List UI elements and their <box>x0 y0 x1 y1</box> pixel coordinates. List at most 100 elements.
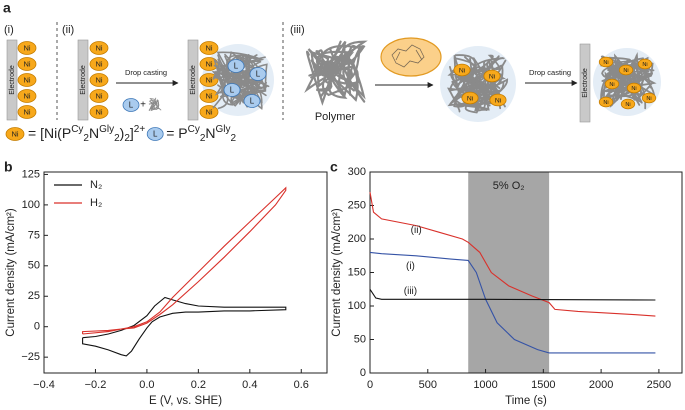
x-axis-title: Time (s) <box>505 395 547 407</box>
ni-complex <box>620 98 636 110</box>
molecule-oval <box>380 37 442 77</box>
ni-label: Ni <box>205 107 212 116</box>
x-tick-label: 0.4 <box>242 379 257 391</box>
formula-part: 2 <box>114 133 120 144</box>
y-tick-label: 200 <box>348 233 366 245</box>
ni-complex <box>199 105 219 119</box>
electrode <box>579 43 591 123</box>
arrow-label: Drop casting <box>529 68 571 77</box>
ni-complex <box>17 105 37 119</box>
formula-part: Gly <box>99 124 114 135</box>
y-tick-label: 100 <box>348 300 366 312</box>
ni-complex <box>89 41 109 55</box>
polymer-strand <box>453 60 504 96</box>
y-tick-label: 0 <box>34 321 40 333</box>
ni-label: Ni <box>11 129 18 138</box>
y-axis-title: Current density (mA/cm²) <box>331 208 343 337</box>
panel-label: a <box>3 0 11 16</box>
ni-label: Ni <box>495 97 502 104</box>
formula-part: Gly <box>216 124 231 135</box>
ni-complex <box>89 105 109 119</box>
ligand-label: L <box>234 62 239 71</box>
ni-complex <box>618 64 634 76</box>
ni-complex <box>604 78 620 90</box>
ni-complex <box>89 73 109 87</box>
ni-label: Ni <box>95 107 102 116</box>
x-tick-label: 1000 <box>473 379 497 391</box>
data-line <box>82 186 287 335</box>
electrode-label: Electrode <box>190 65 197 95</box>
ni-label: Ni <box>642 62 647 68</box>
electrode <box>6 39 18 121</box>
y-tick-label: 75 <box>28 229 40 241</box>
formula-part: Cy <box>71 124 83 135</box>
ni-label: Ni <box>489 73 496 80</box>
ni-label: Ni <box>603 100 608 106</box>
ni-label: Ni <box>23 91 30 100</box>
electrode-label: Electrode <box>80 65 87 95</box>
formula: = PCy2NGly2 <box>166 124 236 144</box>
y-axis-title: Current density (mA/cm²) <box>5 208 17 337</box>
formula-part: = [Ni(P <box>28 125 71 141</box>
polymer-strand <box>149 99 158 112</box>
ni-complex <box>641 92 657 104</box>
shaded-region <box>468 172 550 373</box>
step-label: (ii) <box>62 24 74 36</box>
y-tick-label: 50 <box>354 333 366 345</box>
x-tick-label: 500 <box>419 379 437 391</box>
step-label: (i) <box>4 24 14 36</box>
ni-complex <box>5 127 25 141</box>
ligand <box>146 127 164 141</box>
schematic: Electrode Ni Ni Ni Ni Ni Electrode Ni Ni Ni Ni Ni L E… <box>5 37 661 144</box>
ni-label: Ni <box>95 43 102 52</box>
ni-complex <box>89 57 109 71</box>
x-tick-label: −0.2 <box>85 379 107 391</box>
ligand <box>249 67 267 81</box>
panel-label: c <box>330 159 338 175</box>
ni-label: Ni <box>23 59 30 68</box>
x-axis-title: E (V, vs. SHE) <box>149 395 222 407</box>
formula-part: 2 <box>231 133 237 144</box>
step-label: (iii) <box>290 24 305 36</box>
ni-label: Ni <box>631 86 636 92</box>
polymer-strand <box>450 54 501 86</box>
ligand-label: L <box>250 97 255 106</box>
x-tick-label: 2500 <box>647 379 671 391</box>
ni-label: Ni <box>95 75 102 84</box>
ligand <box>227 59 245 73</box>
ligand-label: L <box>129 101 134 110</box>
ni-complex <box>637 58 653 70</box>
data-line <box>369 192 656 317</box>
ni-complex <box>17 41 37 55</box>
ligand <box>122 98 140 112</box>
ni-complex <box>453 63 471 77</box>
x-tick-label: 2000 <box>589 379 613 391</box>
electrode <box>77 39 89 121</box>
ni-label: Ni <box>205 43 212 52</box>
ni-complex <box>461 91 479 105</box>
region-label: 5% O₂ <box>493 180 525 192</box>
ligand-label: L <box>230 86 235 95</box>
y-tick-label: 250 <box>348 199 366 211</box>
ni-complex <box>17 73 37 87</box>
x-tick-label: 0.6 <box>294 379 309 391</box>
x-tick-label: −0.4 <box>33 379 55 391</box>
ni-label: Ni <box>646 96 651 102</box>
ni-label: Ni <box>625 102 630 108</box>
polymer-strand <box>322 45 366 98</box>
x-tick-label: 0.2 <box>191 379 206 391</box>
formula-part: 2 <box>83 133 89 144</box>
formula-part: Cy <box>188 124 200 135</box>
ligand <box>223 83 241 97</box>
ni-label: Ni <box>205 75 212 84</box>
ni-complex <box>483 69 501 83</box>
ni-label: Ni <box>459 67 466 74</box>
formula-part: N <box>205 125 215 141</box>
ligand-label: L <box>256 70 261 79</box>
y-tick-label: 300 <box>348 166 366 178</box>
formula-part: ) <box>120 125 125 141</box>
ligand <box>243 94 261 108</box>
curve-annotation: (iii) <box>404 286 417 297</box>
electrode-label: Electrode <box>9 65 16 95</box>
data-line <box>82 296 287 357</box>
